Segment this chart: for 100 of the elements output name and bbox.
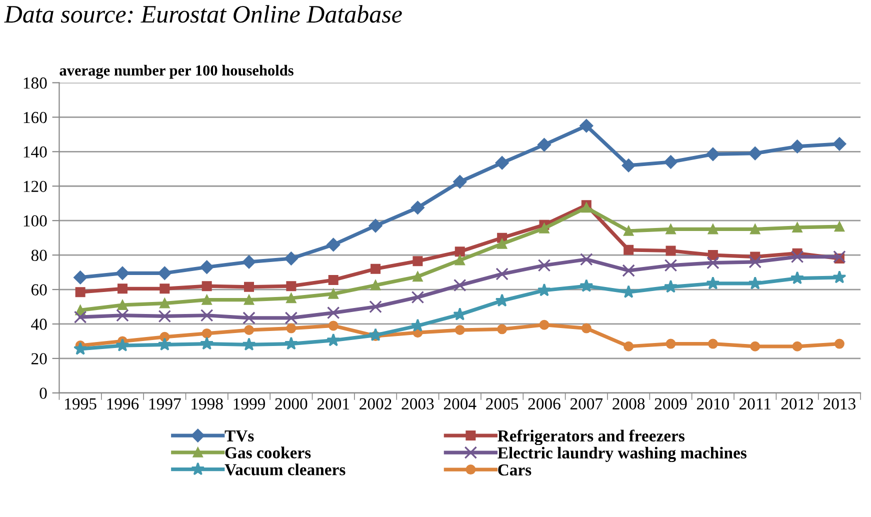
point bbox=[242, 338, 256, 351]
point bbox=[748, 256, 762, 268]
point bbox=[497, 324, 508, 334]
point bbox=[496, 268, 508, 280]
point bbox=[117, 284, 128, 294]
point bbox=[538, 138, 551, 152]
point bbox=[116, 266, 130, 280]
point bbox=[117, 300, 128, 310]
x-tick-label: 1999 bbox=[234, 398, 265, 410]
point bbox=[666, 338, 676, 349]
point bbox=[792, 341, 802, 352]
point bbox=[242, 255, 256, 269]
x-tick-label: 2013 bbox=[824, 398, 856, 410]
point bbox=[200, 260, 214, 274]
point bbox=[286, 323, 296, 334]
point bbox=[244, 294, 254, 305]
x-tick-label: 2012 bbox=[781, 398, 814, 410]
point bbox=[202, 281, 212, 292]
point bbox=[622, 158, 636, 172]
point bbox=[664, 259, 678, 272]
point bbox=[244, 325, 254, 336]
point bbox=[454, 325, 465, 336]
point bbox=[368, 219, 382, 232]
point bbox=[832, 137, 846, 151]
point bbox=[790, 250, 804, 264]
x-tick-label: 2009 bbox=[654, 398, 687, 410]
point bbox=[200, 308, 214, 322]
y-tick-label: 160 bbox=[24, 112, 47, 124]
y-tick-label: 20 bbox=[31, 353, 47, 364]
point bbox=[790, 140, 804, 154]
point bbox=[328, 320, 338, 331]
point bbox=[580, 252, 593, 266]
point bbox=[328, 275, 338, 286]
point bbox=[410, 200, 424, 214]
x-tick-label: 1998 bbox=[192, 398, 223, 410]
point bbox=[708, 338, 718, 349]
x-tick-label: 2010 bbox=[697, 398, 729, 410]
source-note: Data source: Eurostat Online Database bbox=[4, 5, 402, 23]
legend-label: Cars bbox=[498, 464, 532, 476]
point bbox=[750, 341, 760, 352]
x-tick-label: 1995 bbox=[65, 398, 96, 410]
point bbox=[581, 202, 592, 213]
point bbox=[453, 278, 466, 292]
point bbox=[160, 298, 170, 308]
legend-label: TVs bbox=[224, 430, 254, 442]
point bbox=[116, 338, 130, 352]
point bbox=[74, 310, 87, 324]
x-tick-label: 1996 bbox=[107, 398, 139, 410]
point bbox=[624, 244, 634, 255]
y-tick-label: 40 bbox=[31, 318, 47, 330]
point bbox=[706, 276, 720, 290]
point bbox=[454, 255, 465, 266]
x-tick-label: 2000 bbox=[275, 398, 308, 410]
x-tick-label: 2001 bbox=[317, 398, 350, 410]
point bbox=[792, 222, 802, 232]
point bbox=[326, 238, 340, 252]
point bbox=[370, 280, 381, 290]
point bbox=[537, 283, 552, 296]
point bbox=[158, 310, 172, 323]
point bbox=[497, 238, 508, 249]
point bbox=[116, 308, 129, 322]
point bbox=[158, 338, 172, 351]
point bbox=[580, 278, 594, 292]
x-tick-label: 2005 bbox=[486, 398, 518, 410]
x-tick-label: 2006 bbox=[528, 398, 560, 410]
point bbox=[664, 155, 678, 169]
x-tick-label: 2004 bbox=[444, 398, 476, 410]
x-tick-label: 2002 bbox=[360, 398, 392, 410]
point bbox=[706, 148, 720, 161]
x-tick-label: 2007 bbox=[570, 398, 603, 410]
point bbox=[708, 250, 718, 260]
point bbox=[454, 246, 465, 257]
point bbox=[748, 146, 762, 160]
point bbox=[284, 252, 298, 266]
point bbox=[202, 328, 212, 338]
x-tick-label: 2011 bbox=[739, 398, 770, 410]
y-tick-label: 100 bbox=[24, 215, 47, 227]
point bbox=[244, 282, 254, 292]
point bbox=[664, 280, 678, 293]
y-tick-label: 120 bbox=[24, 180, 47, 192]
point bbox=[74, 270, 88, 284]
x-tick-label: 2003 bbox=[402, 398, 434, 410]
point bbox=[158, 266, 172, 280]
point bbox=[622, 264, 635, 277]
point bbox=[624, 341, 634, 352]
point bbox=[370, 264, 381, 274]
point bbox=[832, 270, 846, 284]
point bbox=[834, 338, 844, 349]
point bbox=[286, 281, 296, 292]
legend-label: Electric laundry washing machines bbox=[498, 446, 746, 462]
point bbox=[200, 336, 214, 350]
point bbox=[411, 290, 424, 304]
point bbox=[284, 336, 298, 350]
point bbox=[706, 256, 720, 270]
point bbox=[412, 272, 423, 282]
x-tick-label: 2008 bbox=[612, 398, 645, 410]
point bbox=[242, 312, 256, 324]
y-tick-label: 140 bbox=[24, 146, 47, 158]
point bbox=[580, 119, 594, 133]
point bbox=[748, 276, 762, 290]
